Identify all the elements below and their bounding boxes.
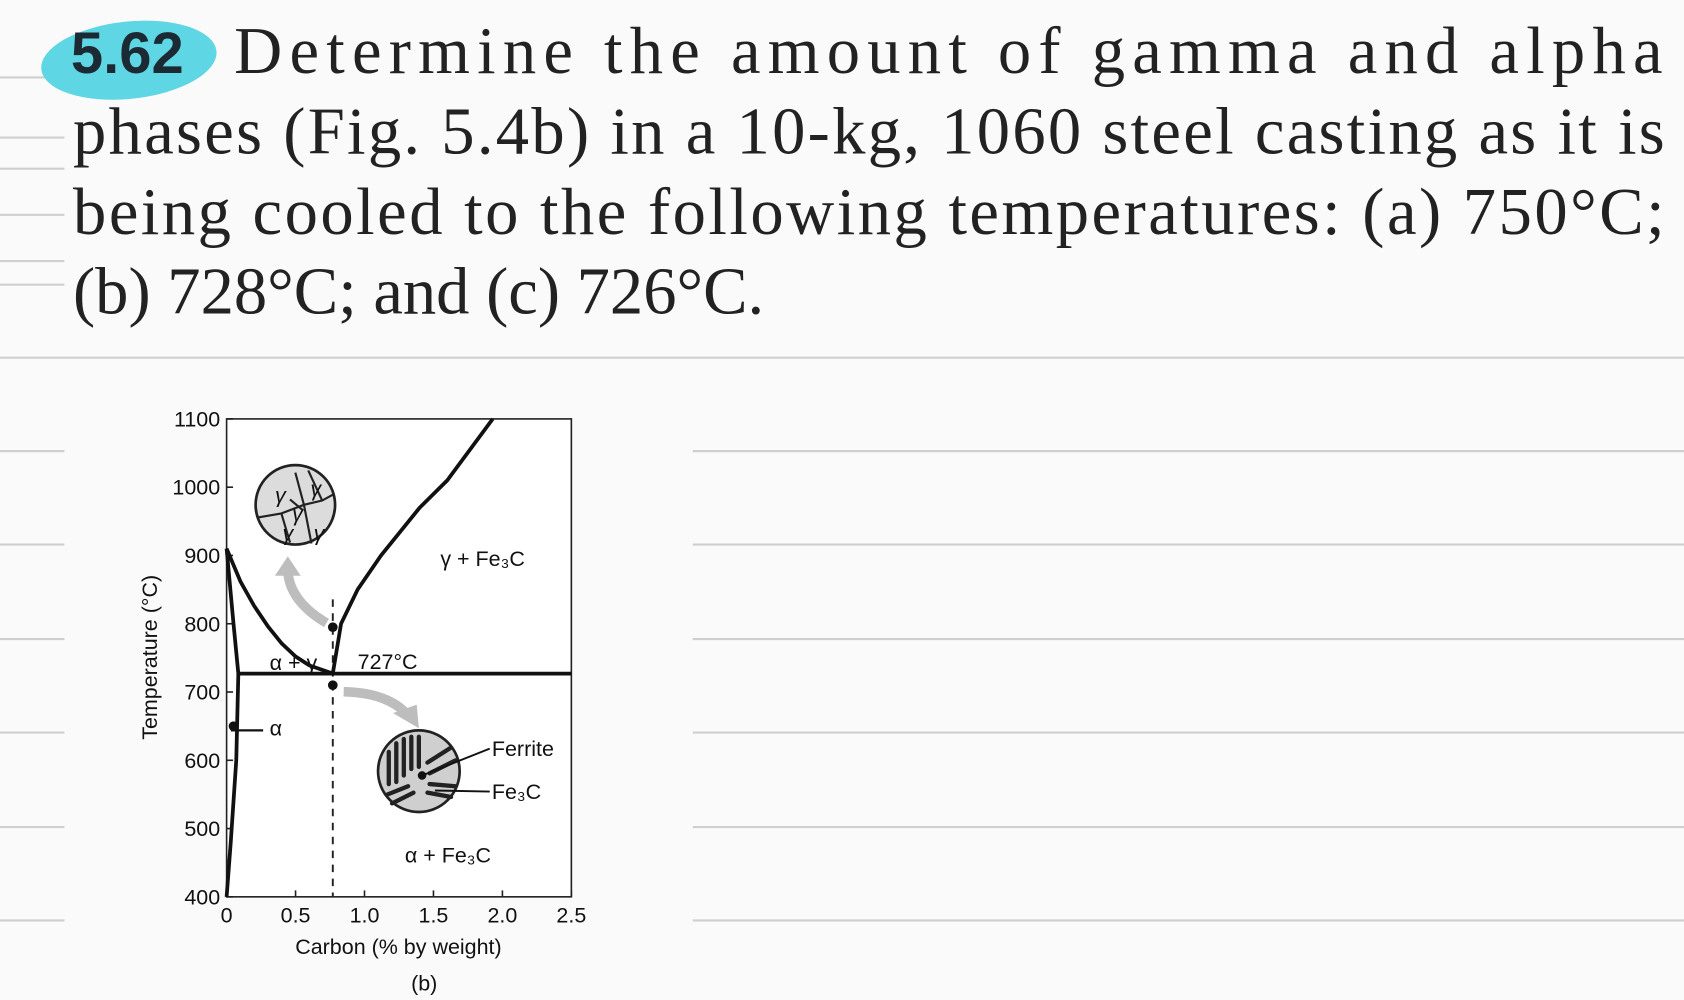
state-point xyxy=(327,680,338,691)
x-tick-label: 2.5 xyxy=(556,904,586,928)
problem-text: being cooled to the following temperatur… xyxy=(73,176,1665,249)
highlight xyxy=(41,20,217,100)
x-tick-label: 1.0 xyxy=(350,904,380,928)
y-tick-label: 500 xyxy=(184,817,220,841)
y-tick-label: 700 xyxy=(184,681,220,705)
callout-label: Ferrite xyxy=(492,737,554,761)
x-tick-label: 2.0 xyxy=(487,904,517,928)
caption: (b) xyxy=(411,971,437,995)
y-tick-label: 400 xyxy=(184,885,220,909)
y-tick-label: 600 xyxy=(184,749,220,773)
problem-text: Determine the amount of gamma and alpha xyxy=(234,15,1662,88)
grain-label: γ xyxy=(292,502,304,526)
phase-boundary xyxy=(224,547,334,676)
arrow-head xyxy=(393,704,419,729)
callout-label: Fe₃C xyxy=(492,780,541,804)
austenite-micrograph: γ γ γ γ γ xyxy=(254,463,337,546)
arrow xyxy=(283,570,330,628)
x-tick-label: 1.5 xyxy=(419,904,449,928)
state-point xyxy=(228,721,239,731)
callout-line xyxy=(421,747,491,793)
grain-label: γ xyxy=(310,477,322,501)
x-tick-label: 0 xyxy=(221,904,233,928)
problem-number: 5.62 xyxy=(71,22,184,86)
phase-diagram: Carbon (% by weight) Temperature (°C) (b… xyxy=(138,407,587,995)
y-tick-label: 1100 xyxy=(174,407,220,431)
y-tick-label: 1000 xyxy=(172,476,220,500)
phase-boundary xyxy=(330,417,495,674)
state-point xyxy=(327,622,338,632)
problem-text: (b) 728°C; and (c) 726°C. xyxy=(73,256,764,329)
y-axis-label: Temperature (°C) xyxy=(138,575,162,740)
grain-boundary xyxy=(256,470,335,544)
region-label: α + Fe₃C xyxy=(405,843,491,867)
x-axis-label: Carbon (% by weight) xyxy=(295,935,501,959)
y-tick-label: 800 xyxy=(184,612,220,636)
grain-label: γ xyxy=(282,521,294,545)
x-tick-label: 0.5 xyxy=(281,904,311,928)
ruled-lines xyxy=(0,76,1684,922)
problem-text: phases (Fig. 5.4b) in a 10-kg, 1060 stee… xyxy=(73,96,1665,169)
arrow-head xyxy=(274,556,301,576)
region-label: γ + Fe₃C xyxy=(440,547,525,571)
lamellae xyxy=(384,734,458,806)
pearlite-micrograph xyxy=(376,729,491,814)
arrow xyxy=(343,686,410,717)
eutectoid-label: 727°C xyxy=(358,650,418,674)
grain-label: γ xyxy=(275,484,287,508)
region-label: α xyxy=(270,717,282,741)
phase-boundary xyxy=(224,548,241,897)
grain-label: γ xyxy=(314,521,326,545)
y-tick-label: 900 xyxy=(184,544,220,568)
